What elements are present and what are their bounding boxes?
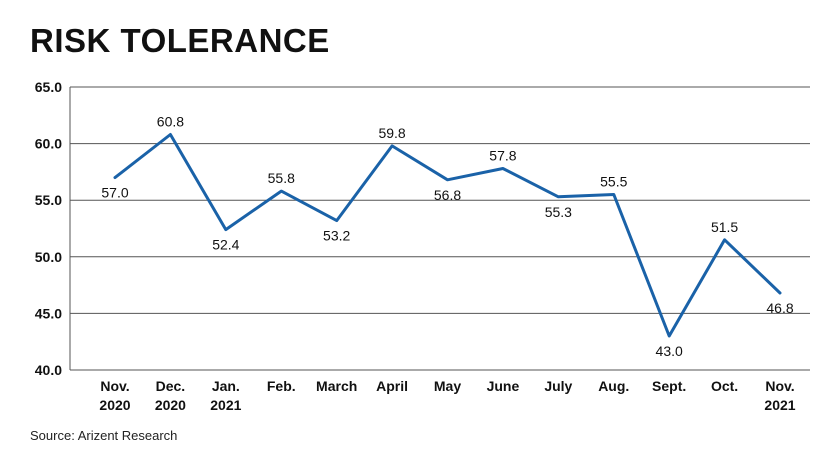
data-label: 51.5 [711, 219, 738, 235]
y-tick-label: 50.0 [35, 249, 62, 265]
x-tick-label: June [487, 378, 520, 394]
data-label: 59.8 [378, 125, 405, 141]
x-tick-label: May [434, 378, 461, 394]
chart-title: RISK TOLERANCE [30, 22, 330, 59]
x-tick-label: 2020 [155, 397, 186, 413]
x-tick-label: July [544, 378, 572, 394]
data-label: 55.8 [268, 170, 295, 186]
x-tick-label: Dec. [156, 378, 186, 394]
y-tick-label: 40.0 [35, 362, 62, 378]
data-labels: 57.0 60.8 52.4 55.8 53.2 59.8 56.8 57.8 55.3 55.5… [101, 114, 793, 359]
data-label: 53.2 [323, 228, 350, 244]
source-note: Source: Arizent Research [30, 428, 178, 443]
x-tick-label: Oct. [711, 378, 738, 394]
y-tick-label: 45.0 [35, 305, 62, 321]
x-tick-label: April [376, 378, 408, 394]
data-label: 46.8 [766, 300, 793, 316]
series-line [113, 133, 782, 338]
data-label: 43.0 [656, 343, 683, 359]
x-tick-label: 2021 [764, 397, 795, 413]
x-tick-label: March [316, 378, 357, 394]
y-axis: 40.0 45.0 50.0 55.0 60.0 65.0 [35, 79, 62, 378]
data-label: 55.3 [545, 204, 572, 220]
data-label: 55.5 [600, 174, 627, 190]
gridlines [69, 86, 810, 371]
x-tick-label: Nov. [100, 378, 129, 394]
x-tick-label: Nov. [765, 378, 794, 394]
data-label: 57.8 [489, 148, 516, 164]
x-tick-label: Feb. [267, 378, 296, 394]
y-tick-label: 55.0 [35, 192, 62, 208]
x-tick-label: Jan. [212, 378, 240, 394]
data-label: 57.0 [101, 185, 128, 201]
data-label: 56.8 [434, 187, 461, 203]
x-tick-label: 2020 [99, 397, 130, 413]
y-tick-label: 65.0 [35, 79, 62, 95]
x-axis: Nov. 2020 Dec. 2020 Jan. 2021 Feb. March April Ma… [99, 378, 795, 413]
x-tick-label: Aug. [598, 378, 629, 394]
y-tick-label: 60.0 [35, 136, 62, 152]
x-tick-label: 2021 [210, 397, 241, 413]
x-tick-label: Sept. [652, 378, 686, 394]
data-label: 52.4 [212, 237, 239, 253]
data-label: 60.8 [157, 114, 184, 130]
